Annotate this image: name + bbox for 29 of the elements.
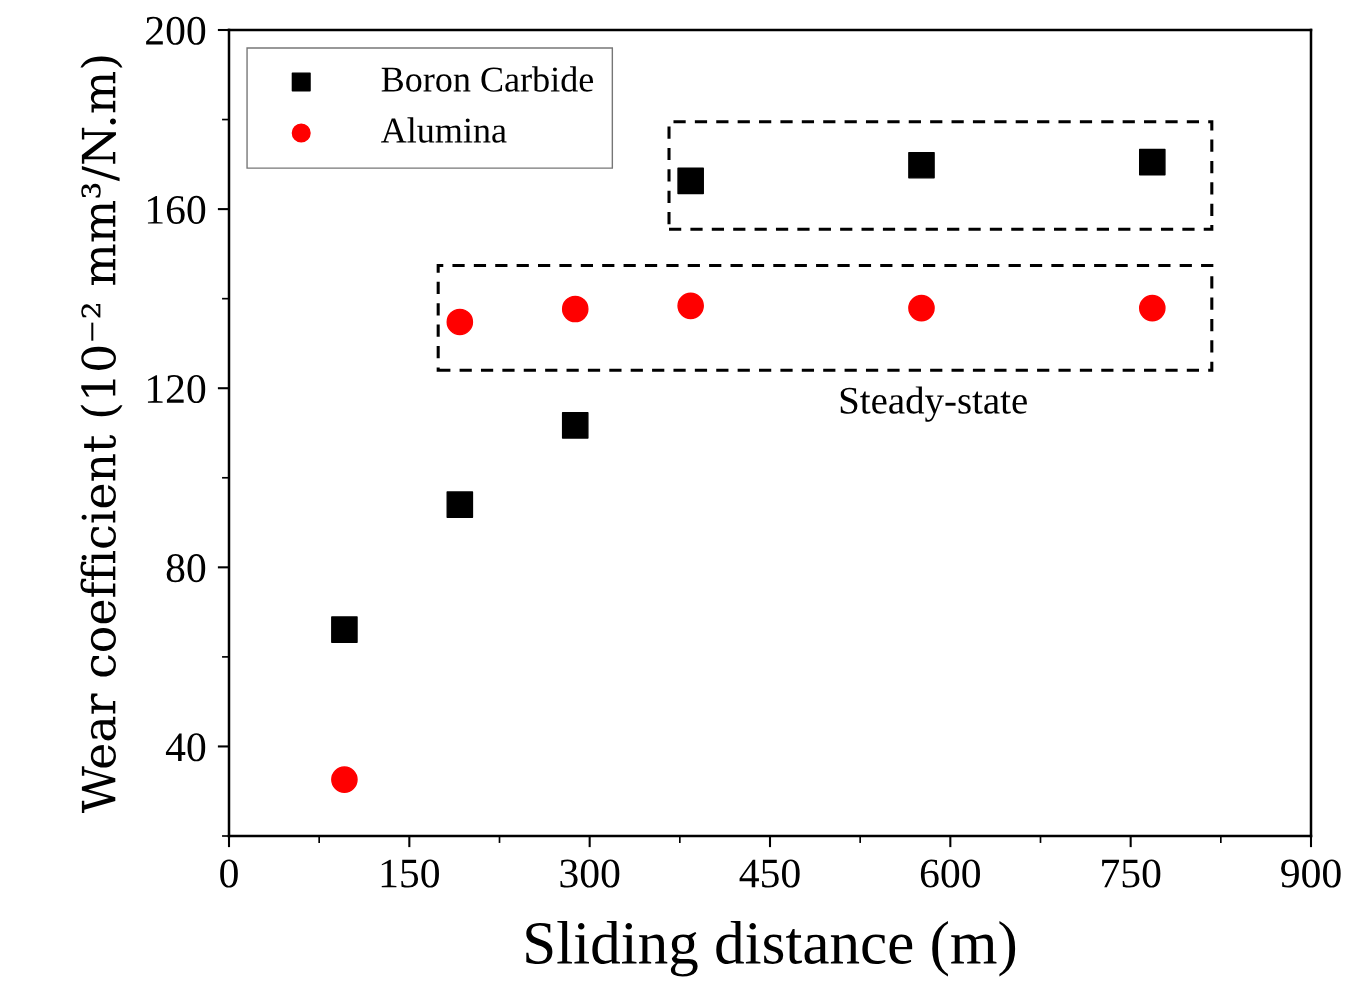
legend-label: Alumina xyxy=(381,117,507,143)
x-axis-title: Sliding distance (m) xyxy=(526,921,1016,977)
x-tick-label: 600 xyxy=(920,859,980,888)
x-tick-label: 900 xyxy=(1281,859,1341,888)
y-tick-label: 120 xyxy=(147,374,206,404)
x-tick-label: 0 xyxy=(220,859,238,888)
x-tick-label: 300 xyxy=(560,859,620,888)
y-tick-label: 80 xyxy=(166,554,206,583)
x-tick-label: 450 xyxy=(739,859,800,888)
y-axis-title: Wear coefficient (10⁻² mm³/N.m) xyxy=(80,56,123,813)
point xyxy=(908,294,935,322)
point xyxy=(677,167,704,195)
point xyxy=(446,491,474,518)
point xyxy=(1138,148,1166,176)
y-tick-label: 160 xyxy=(147,195,206,224)
x-tick-label: 750 xyxy=(1102,859,1161,888)
legend-label: Boron Carbide xyxy=(381,66,594,92)
point xyxy=(446,308,474,336)
point xyxy=(1138,294,1166,322)
point xyxy=(908,151,935,179)
point xyxy=(677,292,704,320)
point xyxy=(331,616,358,643)
y-tick-label: 40 xyxy=(165,733,206,762)
point xyxy=(561,295,589,323)
x-tick-label: 150 xyxy=(381,859,439,888)
y-tick-label: 200 xyxy=(146,16,206,45)
point xyxy=(561,412,589,439)
point xyxy=(331,766,358,793)
annotation: Steady-state xyxy=(840,386,1027,422)
